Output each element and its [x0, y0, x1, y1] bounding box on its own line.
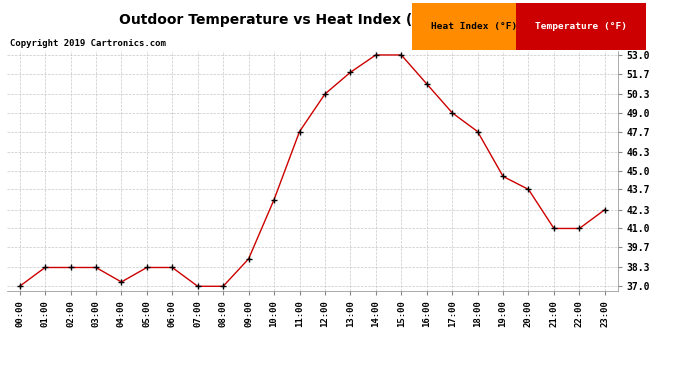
Text: Outdoor Temperature vs Heat Index (24 Hours) 20191222: Outdoor Temperature vs Heat Index (24 Ho… [119, 13, 571, 27]
Text: Temperature (°F): Temperature (°F) [535, 22, 627, 31]
Text: Heat Index (°F): Heat Index (°F) [431, 22, 518, 31]
Text: Copyright 2019 Cartronics.com: Copyright 2019 Cartronics.com [10, 39, 166, 48]
